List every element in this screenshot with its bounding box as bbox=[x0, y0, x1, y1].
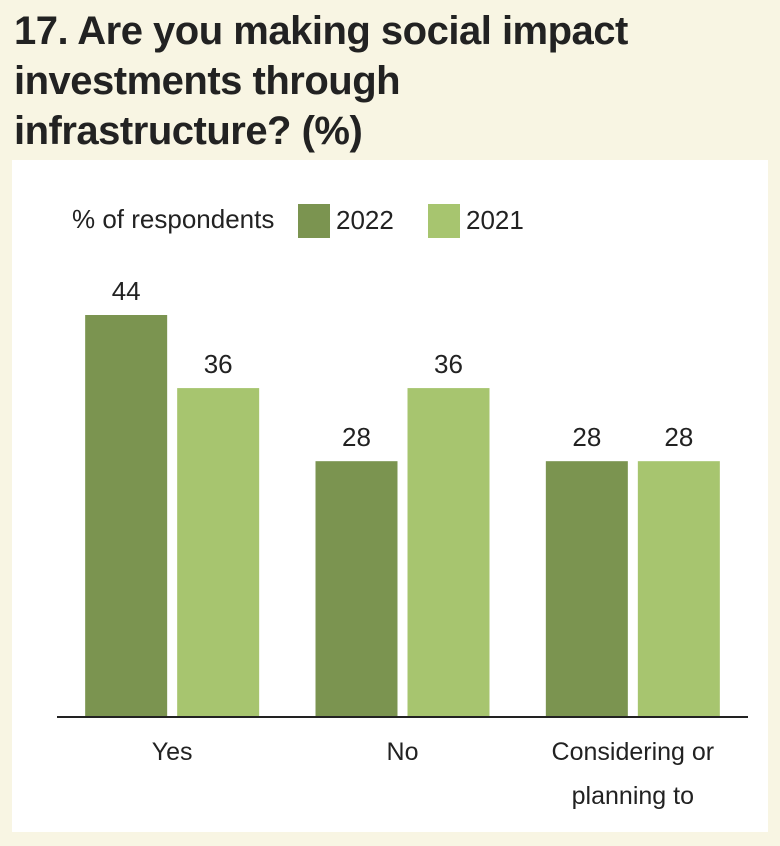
bar bbox=[85, 315, 168, 717]
bar bbox=[407, 388, 490, 717]
bar bbox=[545, 461, 628, 717]
legend-swatch bbox=[298, 204, 330, 238]
value-label: 44 bbox=[112, 276, 141, 306]
value-label: 28 bbox=[664, 422, 693, 452]
value-label: 28 bbox=[572, 422, 601, 452]
legend-label: 2022 bbox=[336, 205, 394, 235]
x-tick-label: Yes bbox=[151, 738, 193, 766]
chart-title: 17. Are you making social impact investm… bbox=[14, 9, 628, 153]
legend-swatch bbox=[428, 204, 460, 238]
bar bbox=[315, 461, 398, 717]
legend-label: 2021 bbox=[466, 205, 524, 235]
value-label: 36 bbox=[434, 349, 463, 379]
value-label: 28 bbox=[342, 422, 371, 452]
x-tick-label: Considering or planning to bbox=[551, 738, 715, 810]
value-label: 36 bbox=[204, 349, 233, 379]
legend-title: % of respondents bbox=[72, 204, 274, 234]
x-tick-label: No bbox=[386, 738, 419, 766]
bar bbox=[177, 388, 260, 717]
bar bbox=[637, 461, 720, 717]
